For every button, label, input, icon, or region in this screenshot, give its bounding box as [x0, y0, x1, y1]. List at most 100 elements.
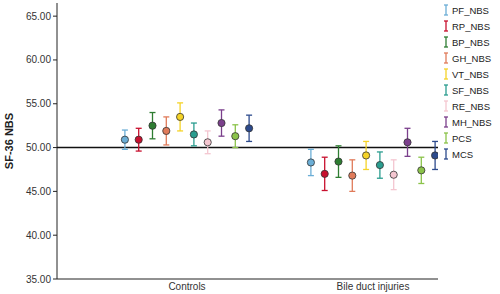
- error-bar: [150, 113, 156, 139]
- error-bar: [205, 131, 211, 154]
- error-cap: [219, 109, 225, 110]
- error-cap: [219, 136, 225, 137]
- legend-label: GH_NBS: [452, 53, 491, 64]
- error-cap: [308, 149, 314, 150]
- error-cap: [336, 145, 342, 146]
- point: [204, 139, 211, 146]
- legend-label: SF_NBS: [452, 85, 489, 96]
- error-cap: [150, 138, 156, 139]
- legend-swatch: [444, 148, 448, 149]
- legend-swatch: [444, 14, 448, 15]
- y-tick-label: 65.00: [26, 11, 51, 22]
- error-cap: [377, 151, 383, 152]
- error-bar: [432, 141, 438, 169]
- legend-swatch: [445, 85, 446, 95]
- error-cap: [405, 128, 411, 129]
- error-bar: [391, 160, 397, 190]
- legend-label: RP_NBS: [452, 21, 490, 32]
- legend-label: VT_NBS: [452, 69, 489, 80]
- error-cap: [177, 130, 183, 131]
- y-tick-label: 60.00: [26, 54, 51, 65]
- chart: 35.0040.0045.0050.0055.0060.0065.00SF-36…: [0, 0, 500, 294]
- error-cap: [136, 150, 142, 151]
- error-bar: [122, 130, 128, 149]
- error-cap: [322, 157, 328, 158]
- error-cap: [205, 153, 211, 154]
- y-tick: [53, 103, 57, 104]
- error-bar: [232, 125, 238, 148]
- error-cap: [246, 115, 252, 116]
- point: [432, 152, 439, 159]
- legend-swatch: [444, 132, 448, 133]
- legend-swatch: [444, 30, 448, 31]
- error-cap: [232, 147, 238, 148]
- legend-swatch: [445, 53, 446, 63]
- error-cap: [377, 178, 383, 179]
- error-cap: [191, 122, 197, 123]
- error-cap: [363, 141, 369, 142]
- error-bar: [136, 128, 142, 151]
- legend-swatch: [445, 117, 446, 127]
- point: [232, 133, 239, 140]
- legend-swatch: [444, 100, 448, 101]
- error-cap: [405, 156, 411, 157]
- error-cap: [363, 169, 369, 170]
- error-bar: [363, 141, 369, 169]
- legend-label: BP_NBS: [452, 37, 490, 48]
- error-bar: [177, 103, 183, 131]
- error-cap: [191, 145, 197, 146]
- error-cap: [418, 183, 424, 184]
- error-cap: [349, 191, 355, 192]
- y-tick: [53, 279, 57, 280]
- legend-swatch: [445, 133, 446, 143]
- y-axis-label: SF-36 NBS: [3, 113, 15, 169]
- error-bar: [191, 123, 197, 146]
- point: [218, 119, 225, 126]
- legend-swatch: [444, 158, 448, 159]
- error-cap: [205, 130, 211, 131]
- error-cap: [163, 116, 169, 117]
- y-tick-label: 40.00: [26, 230, 51, 241]
- legend-swatch: [444, 4, 448, 5]
- point: [149, 122, 156, 129]
- plot-area: [57, 103, 438, 191]
- point: [404, 139, 411, 146]
- point: [246, 125, 253, 132]
- point: [177, 113, 184, 120]
- error-cap: [150, 112, 156, 113]
- error-cap: [122, 129, 128, 130]
- legend-swatch: [444, 78, 448, 79]
- legend-label: PF_NBS: [452, 5, 489, 16]
- error-bar: [219, 110, 225, 136]
- error-cap: [391, 159, 397, 160]
- point: [390, 171, 397, 178]
- point: [190, 131, 197, 138]
- point: [349, 172, 356, 179]
- legend-label: MH_NBS: [452, 117, 492, 128]
- legend-swatch: [444, 62, 448, 63]
- legend-swatch: [445, 149, 446, 159]
- legend-label: MCS: [452, 149, 473, 160]
- point: [121, 136, 128, 143]
- point: [163, 127, 170, 134]
- error-bar: [349, 160, 355, 192]
- legend-swatch: [445, 37, 446, 47]
- point: [335, 158, 342, 165]
- point: [363, 152, 370, 159]
- x-tick-label: Controls: [168, 281, 205, 292]
- error-bar: [405, 128, 411, 156]
- error-cap: [136, 128, 142, 129]
- legend-swatch: [445, 21, 446, 31]
- x-axis: [57, 279, 438, 280]
- x-tick-label: Bile duct injuries: [337, 281, 410, 292]
- legend-swatch: [444, 20, 448, 21]
- error-bar: [322, 157, 328, 190]
- point: [376, 161, 383, 168]
- legend-swatch: [444, 36, 448, 37]
- error-cap: [432, 141, 438, 142]
- error-cap: [432, 169, 438, 170]
- point: [135, 136, 142, 143]
- legend-swatch: [445, 5, 446, 15]
- error-bar: [163, 117, 169, 145]
- legend-swatch: [445, 101, 446, 111]
